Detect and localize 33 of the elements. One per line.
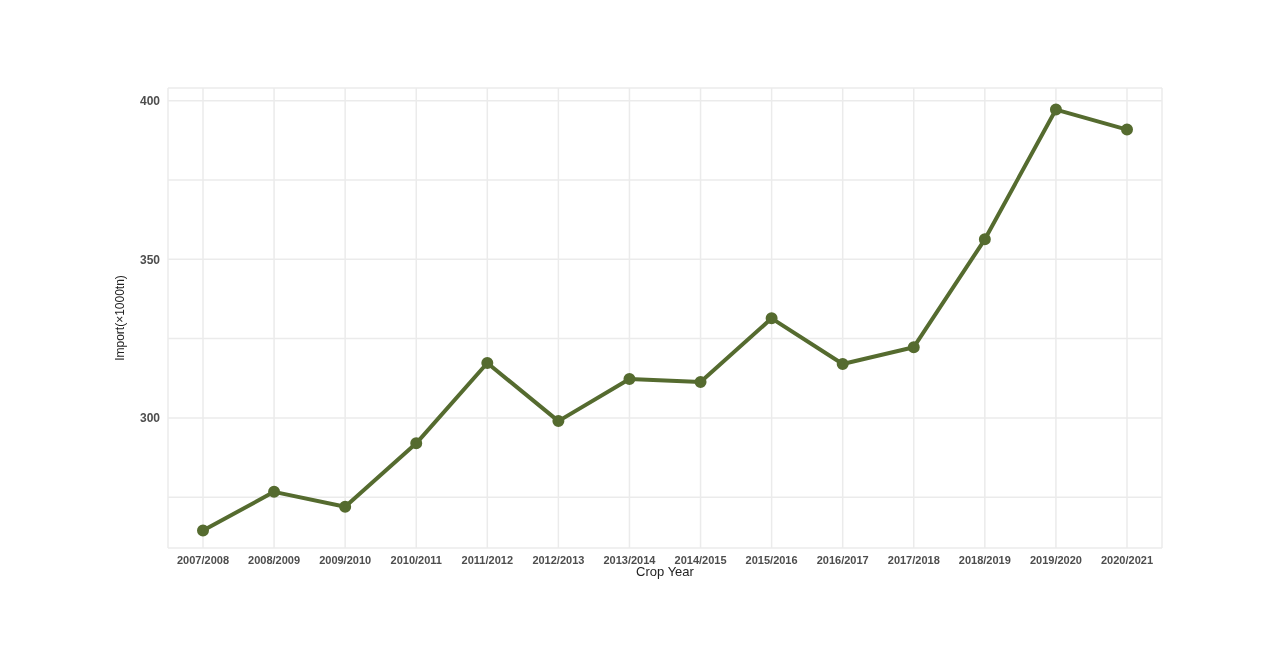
- x-tick-label: 2016/2017: [816, 553, 869, 566]
- x-tick-label: 2015/2016: [745, 553, 798, 566]
- x-tick-label: 2009/2010: [319, 553, 372, 566]
- x-tick-label: 2014/2015: [674, 553, 727, 566]
- x-tick-label: 2018/2019: [958, 553, 1011, 566]
- x-tick-label: 2017/2018: [887, 553, 940, 566]
- x-tick-label: 2013/2014: [603, 553, 657, 566]
- x-tick-label: 2010/2011: [390, 553, 442, 566]
- point: [1121, 123, 1133, 136]
- point: [836, 358, 849, 370]
- y-tick-label: 350: [139, 252, 161, 267]
- point: [268, 485, 281, 498]
- point: [1049, 103, 1062, 116]
- point: [552, 415, 565, 428]
- point: [907, 341, 920, 354]
- point: [623, 372, 636, 385]
- x-tick-label: 2007/2008: [177, 553, 229, 566]
- point: [978, 233, 991, 246]
- point: [765, 312, 778, 325]
- point: [339, 500, 352, 513]
- y-tick-label: 400: [139, 93, 161, 108]
- x-tick-label: 2011/2012: [461, 553, 513, 566]
- point: [481, 357, 494, 370]
- y-axis-title: Import(×1000tn): [113, 275, 128, 361]
- point: [694, 376, 707, 389]
- point: [197, 524, 209, 537]
- x-tick-label: 2020/2021: [1101, 553, 1153, 566]
- x-tick-label: 2008/2009: [248, 553, 301, 566]
- x-tick-label: 2012/2013: [532, 553, 585, 566]
- x-axis-title: Crop Year: [636, 564, 695, 579]
- y-tick-label: 300: [139, 411, 161, 426]
- point: [410, 437, 423, 450]
- x-tick-label: 2019/2020: [1029, 553, 1082, 566]
